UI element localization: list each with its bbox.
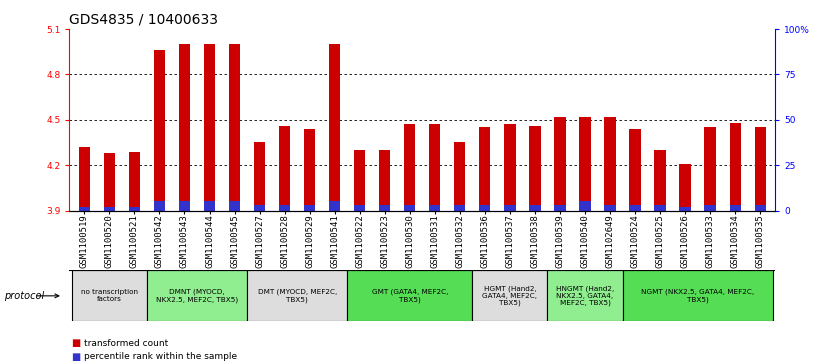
Bar [204,201,215,211]
Text: DMNT (MYOCD,
NKX2.5, MEF2C, TBX5): DMNT (MYOCD, NKX2.5, MEF2C, TBX5) [156,289,238,303]
Text: percentile rank within the sample: percentile rank within the sample [84,352,237,361]
Bar [404,205,415,211]
Bar [654,150,666,211]
Text: DMT (MYOCD, MEF2C,
TBX5): DMT (MYOCD, MEF2C, TBX5) [258,289,337,303]
Bar [504,124,516,211]
Text: GDS4835 / 10400633: GDS4835 / 10400633 [69,12,219,26]
Bar [254,205,265,211]
Bar [254,143,265,211]
Bar [229,44,240,211]
Bar [347,270,472,321]
Text: no transcription
factors: no transcription factors [81,289,138,302]
Bar [72,270,147,321]
Bar [329,201,340,211]
Text: ■: ■ [71,352,80,362]
Bar [429,124,441,211]
Bar [404,124,415,211]
Bar [279,126,290,211]
Bar [354,205,366,211]
Bar [530,205,540,211]
Bar [179,201,190,211]
Bar [304,129,315,211]
Bar [104,207,115,211]
Bar [755,127,765,211]
Bar [204,44,215,211]
Bar [154,50,165,211]
Bar [629,205,641,211]
Bar [279,205,290,211]
Bar [704,127,716,211]
Bar [429,205,441,211]
Bar [104,153,115,211]
Bar [455,143,465,211]
Bar [554,117,565,211]
Bar [623,270,773,321]
Text: protocol: protocol [4,291,44,301]
Bar [129,207,140,211]
Bar [654,205,666,211]
Bar [755,205,765,211]
Bar [605,205,615,211]
Bar [605,117,615,211]
Text: NGMT (NKX2.5, GATA4, MEF2C,
TBX5): NGMT (NKX2.5, GATA4, MEF2C, TBX5) [641,289,754,303]
Bar [479,127,490,211]
Text: transformed count: transformed count [84,339,168,347]
Text: ■: ■ [71,338,80,348]
Bar [329,44,340,211]
Bar [129,151,140,211]
Bar [379,205,390,211]
Bar [455,205,465,211]
Text: HNGMT (Hand2,
NKX2.5, GATA4,
MEF2C, TBX5): HNGMT (Hand2, NKX2.5, GATA4, MEF2C, TBX5… [556,285,614,306]
Bar [680,207,690,211]
Bar [304,205,315,211]
Bar [680,164,690,211]
Bar [79,147,90,211]
Bar [247,270,347,321]
Bar [530,126,540,211]
Bar [147,270,247,321]
Bar [504,205,516,211]
Bar [579,117,591,211]
Bar [79,207,90,211]
Text: GMT (GATA4, MEF2C,
TBX5): GMT (GATA4, MEF2C, TBX5) [371,289,448,303]
Bar [154,201,165,211]
Bar [479,205,490,211]
Bar [629,129,641,211]
Bar [730,123,741,211]
Bar [472,270,548,321]
Bar [179,44,190,211]
Bar [579,201,591,211]
Bar [548,270,623,321]
Bar [229,201,240,211]
Bar [354,150,366,211]
Bar [554,205,565,211]
Text: HGMT (Hand2,
GATA4, MEF2C,
TBX5): HGMT (Hand2, GATA4, MEF2C, TBX5) [482,285,538,306]
Bar [704,205,716,211]
Bar [379,150,390,211]
Bar [730,205,741,211]
